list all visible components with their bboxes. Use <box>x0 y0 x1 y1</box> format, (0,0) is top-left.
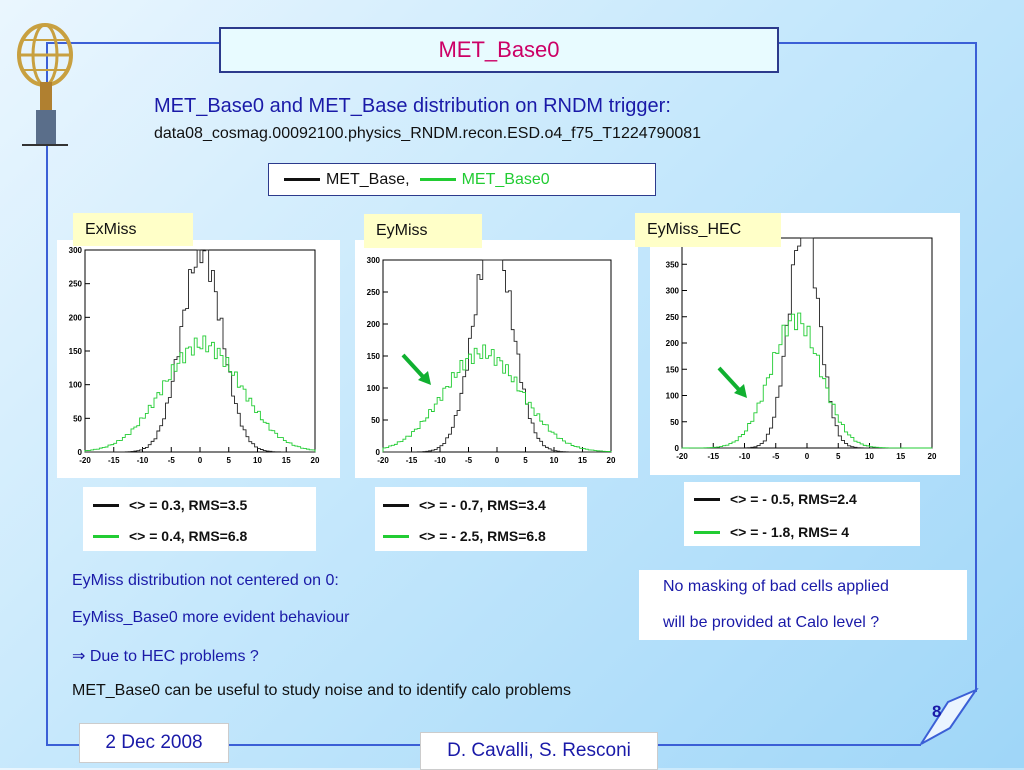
y-tick-label: 150 <box>367 352 381 361</box>
x-tick-label: 0 <box>805 452 810 461</box>
x-tick-label: 10 <box>865 452 874 461</box>
note-box-line-1: No masking of bad cells applied <box>663 578 889 595</box>
y-tick-label: 50 <box>73 414 82 423</box>
x-tick-label: -5 <box>465 456 473 465</box>
stats-black: <> = - 0.7, RMS=3.4 <box>419 497 546 513</box>
x-tick-label: -20 <box>377 456 389 465</box>
tab-label-eymiss: EyMiss <box>364 214 482 248</box>
x-tick-label: 0 <box>198 456 203 465</box>
plot-panel-exmiss: 0 50 100 150 200 250 300 -20 -15 -10 -5 0 5 10 15 20 <box>57 240 340 478</box>
y-tick-label: 100 <box>69 381 83 390</box>
dataset-name: data08_cosmag.00092100.physics_RNDM.reco… <box>154 125 702 142</box>
x-tick-label: -20 <box>79 456 91 465</box>
legend-green-label: MET_Base0 <box>461 170 550 188</box>
stats-green: <> = - 1.8, RMS= 4 <box>730 524 850 540</box>
authors-label: D. Cavalli, S. Resconi <box>420 732 658 770</box>
stats-black: <> = - 0.5, RMS=2.4 <box>730 491 857 507</box>
legend: MET_Base, MET_Base0 <box>268 163 656 196</box>
y-tick-label: 0 <box>376 448 381 457</box>
stats-black: <> = 0.3, RMS=3.5 <box>129 497 248 513</box>
y-tick-label: 300 <box>367 256 381 265</box>
x-tick-label: 5 <box>836 452 841 461</box>
legend-green-line <box>419 178 456 181</box>
histogram-series-met-base0 <box>382 344 612 452</box>
y-tick-label: 0 <box>78 448 83 457</box>
histogram-series-met-base <box>85 249 315 453</box>
x-tick-label: 20 <box>928 452 937 461</box>
histogram-series-met-base0 <box>84 335 316 452</box>
histogram-series-met-base <box>682 237 932 449</box>
x-tick-label: 20 <box>311 456 320 465</box>
x-tick-label: -5 <box>168 456 176 465</box>
y-tick-label: 200 <box>69 313 83 322</box>
plot-frame <box>84 249 316 453</box>
atlas-logo-icon <box>17 23 73 146</box>
y-tick-label: 0 <box>675 444 680 453</box>
stats-box-eymiss: <> = - 0.7, RMS=3.4 <> = - 2.5, RMS=6.8 <box>375 487 587 551</box>
x-tick-label: -15 <box>707 452 719 461</box>
y-tick-label: 50 <box>670 418 679 427</box>
date-label: 2 Dec 2008 <box>79 723 229 763</box>
histogram-series-met-base <box>383 259 611 453</box>
x-tick-label: -10 <box>137 456 149 465</box>
note-box: No masking of bad cells applied will be … <box>639 570 967 640</box>
y-tick-label: 150 <box>69 347 83 356</box>
x-tick-label: -15 <box>406 456 418 465</box>
histogram-eymiss-hec: 050100150200250300350400-20-15-10-505101… <box>666 234 937 461</box>
legend-black-line <box>284 178 320 181</box>
y-tick-label: 300 <box>69 246 83 255</box>
note-box-line-2: will be provided at Calo level ? <box>663 614 880 631</box>
x-tick-label: 10 <box>550 456 559 465</box>
note-line-3: ⇒ Due to HEC problems ? <box>72 648 259 665</box>
y-tick-label: 250 <box>367 288 381 297</box>
plot-panel-eymiss: 0 50 100 150 200 250 300 -20 -15 -10 -5 0 5 10 15 20 <box>355 240 638 478</box>
x-tick-label: 20 <box>607 456 616 465</box>
stats-green: <> = 0.4, RMS=6.8 <box>129 528 248 544</box>
tab-label-eymiss-hec: EyMiss_HEC <box>635 213 781 247</box>
y-tick-label: 300 <box>666 287 680 296</box>
frame-right-line <box>975 42 977 692</box>
y-tick-label: 250 <box>69 280 83 289</box>
histogram-series-met-base0 <box>681 312 932 449</box>
histogram-eymiss: 0 50 100 150 200 250 300 -20 -15 -10 -5 0 5 10 15 20 <box>367 256 616 465</box>
green-arrow-icon <box>401 353 431 385</box>
x-tick-label: 15 <box>896 452 905 461</box>
plot-frame <box>681 237 933 449</box>
y-tick-label: 350 <box>666 260 680 269</box>
y-tick-label: 250 <box>666 313 680 322</box>
slide-title: MET_Base0 <box>219 27 779 73</box>
x-tick-label: -20 <box>676 452 688 461</box>
y-tick-label: 50 <box>371 416 380 425</box>
page-number: 8 <box>932 702 942 721</box>
y-tick-label: 100 <box>367 384 381 393</box>
tab-label-exmiss: ExMiss <box>73 213 193 246</box>
histogram-exmiss: 0 50 100 150 200 250 300 -20 -15 -10 -5 0 5 10 15 20 <box>69 246 320 465</box>
slide-subtitle: MET_Base0 and MET_Base distribution on R… <box>154 95 671 117</box>
green-arrow-icon <box>717 366 747 398</box>
note-line-1: EyMiss distribution not centered on 0: <box>72 572 339 589</box>
x-tick-label: -10 <box>739 452 751 461</box>
plot-panel-eymiss-hec: 050100150200250300350400-20-15-10-505101… <box>650 213 960 475</box>
stats-box-eymiss-hec: <> = - 0.5, RMS=2.4 <> = - 1.8, RMS= 4 <box>684 482 920 546</box>
note-line-2: EyMiss_Base0 more evident behaviour <box>72 609 350 626</box>
stats-box-exmiss: <> = 0.3, RMS=3.5 <> = 0.4, RMS=6.8 <box>83 487 316 551</box>
x-tick-label: 15 <box>282 456 291 465</box>
x-tick-label: 0 <box>495 456 500 465</box>
x-tick-label: 5 <box>523 456 528 465</box>
x-tick-label: 15 <box>578 456 587 465</box>
stats-green: <> = - 2.5, RMS=6.8 <box>419 528 546 544</box>
x-tick-label: -5 <box>772 452 780 461</box>
y-tick-label: 200 <box>666 339 680 348</box>
legend-black-label: MET_Base, <box>326 170 410 188</box>
note-line-4: MET_Base0 can be useful to study noise a… <box>72 682 571 699</box>
y-tick-label: 100 <box>666 392 680 401</box>
page-corner <box>920 688 979 745</box>
x-tick-label: 10 <box>253 456 262 465</box>
frame-left-line <box>46 42 48 745</box>
x-tick-label: -10 <box>434 456 446 465</box>
x-tick-label: -15 <box>108 456 120 465</box>
y-tick-label: 150 <box>666 365 680 374</box>
x-tick-label: 5 <box>227 456 232 465</box>
y-tick-label: 200 <box>367 320 381 329</box>
